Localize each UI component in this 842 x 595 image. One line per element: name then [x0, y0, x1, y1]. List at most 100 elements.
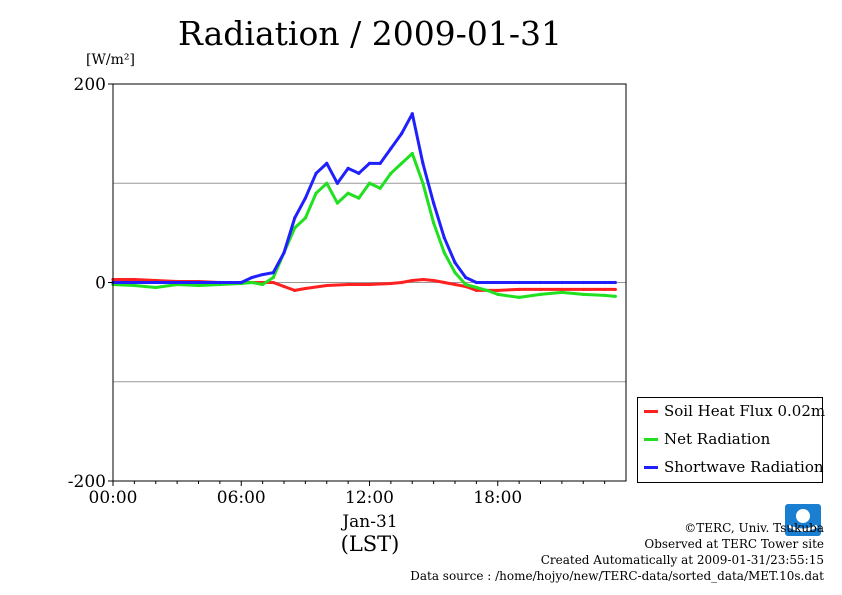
data-point-shortwave-radiation: [132, 280, 136, 285]
data-point-net-radiation: [250, 280, 254, 285]
credit-created: Created Automatically at 2009-01-31/23:5…: [540, 553, 824, 567]
data-point-net-radiation: [613, 294, 617, 298]
data-point-shortwave-radiation: [474, 280, 478, 285]
data-point-shortwave-radiation: [271, 270, 275, 275]
data-point-soil-heat-flux-0-02m: [346, 282, 350, 287]
data-point-soil-heat-flux-0-02m: [293, 288, 297, 293]
legend-label-net: Net Radiation: [664, 430, 771, 448]
y-tick-label: -200: [68, 472, 106, 492]
data-point-shortwave-radiation: [464, 275, 468, 280]
data-point-net-radiation: [517, 295, 521, 299]
data-point-net-radiation: [335, 201, 340, 205]
data-point-net-radiation: [357, 196, 361, 200]
terc-logo-icon: [788, 509, 818, 532]
x-tick-label: 18:00: [473, 488, 522, 508]
data-point-soil-heat-flux-0-02m: [432, 278, 436, 283]
credit-observed: Observed at TERC Tower site: [644, 537, 824, 551]
data-point-shortwave-radiation: [218, 280, 222, 285]
data-point-net-radiation: [154, 285, 158, 290]
data-point-soil-heat-flux-0-02m: [367, 282, 372, 287]
data-point-shortwave-radiation: [239, 280, 243, 285]
data-point-shortwave-radiation: [453, 261, 457, 265]
data-point-net-radiation: [474, 285, 478, 290]
data-point-net-radiation: [603, 293, 607, 298]
data-point-shortwave-radiation: [346, 166, 350, 170]
data-point-shortwave-radiation: [517, 280, 521, 285]
data-point-soil-heat-flux-0-02m: [517, 287, 521, 292]
data-point-soil-heat-flux-0-02m: [410, 278, 414, 283]
data-point-net-radiation: [325, 181, 329, 185]
series-line-shortwave-radiation: [113, 112, 616, 284]
chart-title: Radiation / 2009-01-31: [178, 14, 562, 53]
data-point-shortwave-radiation: [154, 280, 158, 285]
data-point-soil-heat-flux-0-02m: [496, 288, 500, 293]
data-point-shortwave-radiation: [367, 161, 372, 165]
data-point-net-radiation: [132, 283, 136, 288]
data-point-shortwave-radiation: [303, 196, 307, 200]
legend-swatch-net: [644, 437, 658, 441]
data-point-soil-heat-flux-0-02m: [271, 280, 275, 285]
data-point-shortwave-radiation: [432, 201, 436, 205]
legend-item-net-radiation: Net Radiation: [644, 429, 770, 449]
data-point-soil-heat-flux-0-02m: [603, 287, 607, 292]
data-point-shortwave-radiation: [613, 280, 617, 285]
x-tick-label: 12:00: [345, 488, 394, 508]
data-point-shortwave-radiation: [314, 171, 318, 175]
data-point-shortwave-radiation: [325, 161, 329, 165]
y-axis-unit-label: [W/m²]: [86, 52, 135, 68]
terc-logo: [785, 504, 821, 536]
data-point-soil-heat-flux-0-02m: [442, 280, 446, 285]
legend-item-soil-heat-flux: Soil Heat Flux 0.02m: [644, 401, 825, 421]
credit-source: Data source : /home/hojyo/new/TERC-data/…: [410, 569, 824, 583]
data-point-net-radiation: [378, 186, 382, 190]
data-point-net-radiation: [538, 292, 543, 297]
data-point-shortwave-radiation: [282, 251, 286, 255]
data-point-shortwave-radiation: [399, 132, 404, 136]
data-point-soil-heat-flux-0-02m: [474, 288, 478, 293]
data-point-net-radiation: [293, 226, 297, 230]
data-point-shortwave-radiation: [410, 112, 414, 116]
data-point-shortwave-radiation: [581, 280, 585, 285]
data-point-net-radiation: [303, 216, 307, 220]
data-point-soil-heat-flux-0-02m: [538, 287, 543, 292]
data-point-net-radiation: [432, 221, 436, 225]
data-point-net-radiation: [389, 171, 393, 175]
data-point-net-radiation: [485, 288, 489, 293]
data-point-shortwave-radiation: [261, 272, 265, 277]
data-point-shortwave-radiation: [538, 280, 543, 285]
data-point-shortwave-radiation: [421, 161, 425, 165]
data-point-net-radiation: [271, 275, 275, 280]
y-tick-label: 200: [74, 75, 106, 95]
data-point-shortwave-radiation: [250, 275, 254, 280]
data-point-net-radiation: [421, 181, 425, 185]
data-point-net-radiation: [314, 191, 318, 195]
data-point-net-radiation: [464, 282, 468, 287]
data-point-net-radiation: [196, 283, 201, 288]
data-point-soil-heat-flux-0-02m: [421, 277, 425, 282]
data-point-shortwave-radiation: [175, 280, 179, 285]
data-point-net-radiation: [581, 292, 585, 297]
data-point-shortwave-radiation: [485, 280, 489, 285]
legend-label-shortwave: Shortwave Radiation: [664, 458, 824, 476]
data-point-soil-heat-flux-0-02m: [613, 287, 617, 292]
data-point-soil-heat-flux-0-02m: [132, 277, 136, 282]
data-point-soil-heat-flux-0-02m: [303, 286, 307, 291]
data-point-soil-heat-flux-0-02m: [325, 283, 329, 288]
data-point-net-radiation: [399, 161, 404, 165]
data-point-soil-heat-flux-0-02m: [282, 284, 286, 289]
data-point-net-radiation: [346, 191, 350, 195]
data-point-soil-heat-flux-0-02m: [389, 281, 393, 286]
x-tick-label: 06:00: [217, 488, 266, 508]
data-point-shortwave-radiation: [603, 280, 607, 285]
legend-label-soil: Soil Heat Flux 0.02m: [664, 402, 826, 420]
y-tick-label: 0: [95, 274, 106, 294]
data-point-soil-heat-flux-0-02m: [581, 287, 585, 292]
data-point-shortwave-radiation: [389, 146, 393, 151]
data-point-soil-heat-flux-0-02m: [453, 282, 457, 287]
data-point-shortwave-radiation: [293, 216, 297, 220]
data-point-shortwave-radiation: [442, 236, 446, 240]
credits: ©TERC, Univ. Tsukuba Observed at TERC To…: [410, 520, 824, 584]
legend-swatch-soil: [644, 409, 658, 413]
data-point-net-radiation: [496, 292, 500, 297]
